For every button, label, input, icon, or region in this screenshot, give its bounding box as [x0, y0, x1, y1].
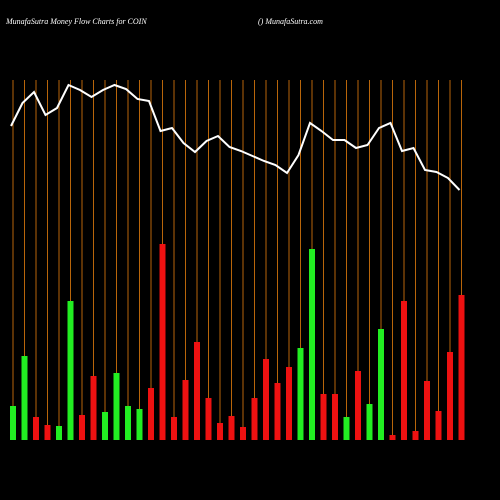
bar [113, 373, 120, 440]
bar [251, 398, 258, 440]
bar [79, 415, 85, 440]
bar [159, 244, 166, 440]
bar [424, 381, 430, 440]
bar [44, 425, 51, 440]
bar [67, 301, 74, 440]
bar [205, 398, 212, 440]
bar [263, 359, 269, 440]
bar [240, 427, 246, 440]
bar [458, 295, 465, 440]
chart-title: MunafaSutra Money Flow Charts for COIN [5, 17, 147, 26]
bar [136, 409, 143, 440]
bar [228, 416, 235, 440]
bar [447, 352, 453, 440]
bar [378, 329, 384, 440]
bar [21, 356, 28, 440]
bar [102, 412, 108, 440]
bar [56, 426, 62, 440]
bar [182, 380, 189, 440]
bar [343, 417, 350, 440]
bar [412, 431, 419, 440]
bar [389, 435, 396, 440]
bar [90, 376, 97, 440]
bar [401, 301, 407, 440]
chart-subtitle: () MunafaSutra.com [258, 17, 323, 26]
bar [332, 394, 338, 440]
bar [297, 348, 304, 440]
bar [435, 411, 442, 440]
bar [125, 406, 131, 440]
bar [148, 388, 154, 440]
bar [366, 404, 373, 440]
bar [274, 383, 281, 440]
bar [309, 249, 315, 440]
bar [320, 394, 327, 440]
bar [171, 417, 177, 440]
bar [10, 406, 16, 440]
bar [217, 423, 223, 440]
bar [194, 342, 200, 440]
bar [33, 417, 39, 440]
bar [355, 371, 361, 440]
bar [286, 367, 292, 440]
price-line [10, 83, 461, 191]
